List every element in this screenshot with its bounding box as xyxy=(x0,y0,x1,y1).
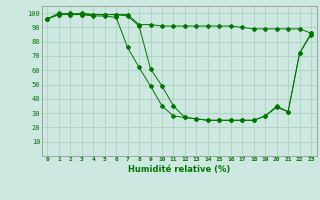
X-axis label: Humidité relative (%): Humidité relative (%) xyxy=(128,165,230,174)
